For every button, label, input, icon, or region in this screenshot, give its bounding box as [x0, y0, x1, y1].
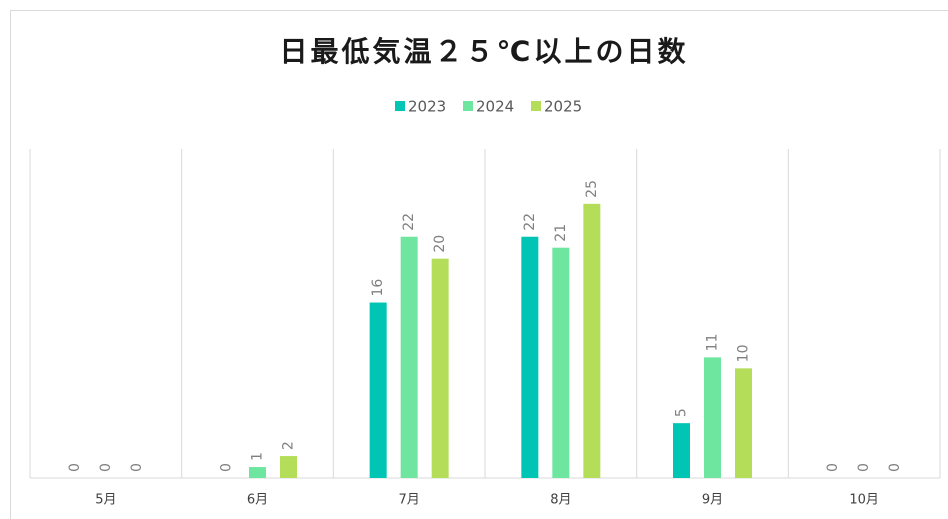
- data-label: 2: [281, 441, 297, 450]
- x-tick-label: 9月: [702, 493, 723, 508]
- data-label: 0: [825, 463, 841, 472]
- bar: [431, 258, 449, 478]
- bar: [583, 203, 601, 479]
- data-label: 0: [67, 463, 83, 472]
- bar: [521, 236, 539, 478]
- data-label: 5: [674, 408, 690, 417]
- data-label: 16: [370, 279, 386, 297]
- data-label: 10: [736, 345, 752, 363]
- x-tick-label: 5月: [95, 493, 116, 508]
- data-label: 0: [887, 463, 903, 472]
- bar: [400, 236, 418, 478]
- bar: [369, 302, 387, 478]
- legend-label: 2023: [408, 98, 446, 116]
- legend-label: 2024: [476, 98, 514, 116]
- data-label: 21: [553, 224, 569, 242]
- data-label: 20: [432, 235, 448, 253]
- bar: [552, 247, 570, 478]
- bar: [249, 467, 266, 478]
- data-label: 0: [98, 463, 114, 472]
- bar: [735, 368, 752, 478]
- data-label: 0: [856, 463, 872, 472]
- data-label: 22: [522, 213, 538, 231]
- data-label: 11: [705, 334, 721, 352]
- data-label: 25: [584, 180, 600, 198]
- bar: [280, 456, 297, 478]
- x-tick-label: 6月: [247, 493, 268, 508]
- chart-frame: [10, 10, 948, 519]
- data-label: 0: [219, 463, 235, 472]
- data-label: 1: [250, 452, 266, 461]
- legend-label: 2025: [544, 98, 582, 116]
- data-label: 22: [401, 213, 417, 231]
- data-label: 0: [129, 463, 145, 472]
- bar: [673, 423, 690, 478]
- legend-swatch: [531, 101, 541, 111]
- x-tick-label: 10月: [849, 493, 879, 508]
- chart-title: 日最低気温２５℃以上の日数: [280, 35, 689, 68]
- legend-swatch: [395, 101, 405, 111]
- bar: [704, 357, 721, 478]
- x-tick-label: 7月: [399, 493, 420, 508]
- legend-swatch: [463, 101, 473, 111]
- x-tick-label: 8月: [550, 493, 571, 508]
